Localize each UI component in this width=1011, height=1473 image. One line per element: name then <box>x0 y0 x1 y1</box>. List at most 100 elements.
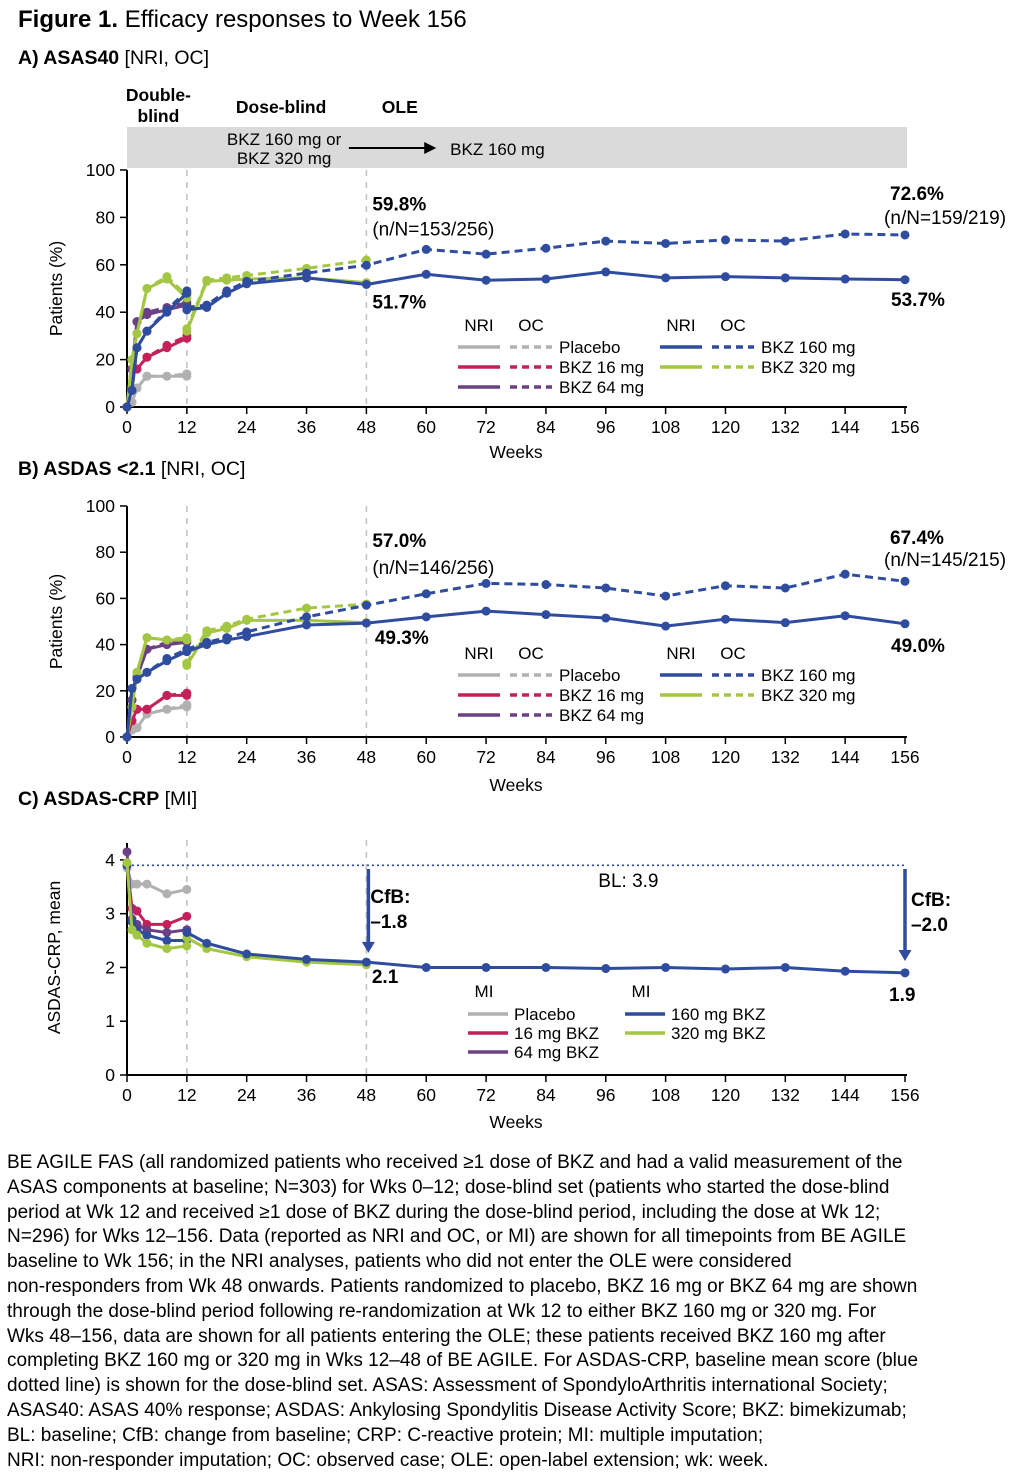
asas40-bkz160-nri-point <box>601 267 611 277</box>
y-tick-label: 4 <box>105 850 115 870</box>
asdascrp-placebo-mi-point <box>132 879 142 889</box>
asdas21-bkz160-oc-point <box>361 600 371 610</box>
asdascrp-bkz160-mi-point <box>840 966 850 976</box>
phase-label: blind <box>138 106 180 126</box>
asdas21-bkz160-initial-nri-point <box>132 674 142 684</box>
footnote-line: Wks 48–156, data are shown for all patie… <box>7 1325 886 1347</box>
x-tick-label: 0 <box>122 747 132 767</box>
footnote-line: BE AGILE FAS (all randomized patients wh… <box>7 1152 903 1173</box>
asdas21-bkz160-nri-point <box>202 640 212 650</box>
legend-label: BKZ 64 mg <box>559 378 644 397</box>
asdas21-y-axis-title: Patients (%) <box>46 574 66 669</box>
asdas21-bkz160-nri-point <box>601 613 611 623</box>
y-tick-label: 40 <box>96 635 116 655</box>
footnote-line: completing BKZ 160 mg or 320 mg in Wks 1… <box>7 1350 919 1372</box>
x-tick-label: 12 <box>177 747 196 767</box>
footnote-line: N=296) for Wks 12–156. Data (reported as… <box>7 1226 907 1248</box>
legend-label: 64 mg BKZ <box>514 1043 599 1062</box>
asdascrp-bkz160-mi-point <box>900 968 910 978</box>
asas40-bkz160-nri-point <box>481 275 491 285</box>
asdascrp-bkz320-initial-mi-point <box>182 941 192 951</box>
footnote-line: ASAS components at baseline; N=303) for … <box>7 1176 890 1198</box>
asdas21-bkz160-nri-point <box>720 614 730 624</box>
legend-label: BKZ 16 mg <box>559 358 644 377</box>
value-annotation: (n/N=146/256) <box>372 558 494 579</box>
panel-b-heading: B) ASDAS <2.1 [NRI, OC] <box>18 458 245 481</box>
x-tick-label: 84 <box>536 417 556 437</box>
asas40-bkz160-initial-nri-point <box>122 402 132 412</box>
asdascrp-placebo-mi-point <box>182 884 192 894</box>
legend-label: Placebo <box>559 338 620 357</box>
asas40-bkz320-initial-nri-point <box>142 284 152 293</box>
x-tick-label: 84 <box>536 1085 556 1105</box>
band-ole-dose-text: BKZ 160 mg <box>450 140 544 159</box>
footnote-line: BL: baseline; CfB: change from baseline;… <box>7 1424 764 1446</box>
asdas21-bkz160-nri-point <box>222 635 232 645</box>
x-tick-label: 36 <box>297 1085 316 1105</box>
asdascrp-bkz160-mi-point <box>202 938 212 948</box>
asas40-bkz160-oc-point <box>840 229 850 239</box>
legend-header: OC <box>518 316 544 335</box>
asdascrp-bkz16-mi-point <box>132 906 142 916</box>
asas40-bkz160-initial-nri-point <box>127 385 137 395</box>
legend-header: MI <box>475 982 494 1001</box>
asdas21-bkz160-nri-point <box>900 619 910 629</box>
cfb-arrowhead-icon <box>898 949 912 961</box>
x-tick-label: 96 <box>596 1085 615 1105</box>
panel-a-heading-bold: A) ASAS40 <box>18 47 120 69</box>
asdas21-bkz320-oc-line <box>185 602 367 664</box>
asas40-bkz64-nri-point <box>142 310 152 320</box>
asdas21-bkz160-nri-point <box>481 606 491 616</box>
y-tick-label: 60 <box>96 255 116 275</box>
asdas21-bkz160-oc-point <box>541 580 551 590</box>
x-tick-label: 72 <box>476 417 495 437</box>
asdas21-bkz160-oc-point <box>840 569 850 579</box>
asas40-bkz160-nri-point <box>302 273 312 283</box>
x-tick-label: 96 <box>596 747 615 767</box>
x-tick-label: 24 <box>237 417 257 437</box>
asdascrp-bkz160-mi-point <box>780 962 790 972</box>
asdas21-bkz320-nri-point <box>222 623 232 633</box>
asdas21-bkz160-nri-point <box>421 612 431 622</box>
panel-c-heading-rest: [MI] <box>159 788 198 810</box>
asas40-bkz160-oc-point <box>481 249 491 259</box>
legend-label: BKZ 160 mg <box>761 666 856 685</box>
asas40-y-axis-title: Patients (%) <box>46 241 66 336</box>
asdas21-bkz320-nri-point <box>202 628 212 638</box>
asas40-bkz160-oc-point <box>361 260 371 270</box>
value-annotation: (n/N=159/219) <box>884 208 1006 229</box>
x-tick-label: 48 <box>357 417 376 437</box>
value-annotation: CfB: <box>911 890 951 911</box>
x-tick-label: 156 <box>890 417 919 437</box>
x-tick-label: 12 <box>177 417 196 437</box>
x-tick-label: 60 <box>416 1085 436 1105</box>
asdascrp-bkz160-mi-point <box>242 949 252 959</box>
y-tick-label: 20 <box>96 681 116 701</box>
value-annotation: 2.1 <box>372 967 399 988</box>
y-tick-label: 1 <box>105 1011 115 1031</box>
x-tick-label: 60 <box>416 417 436 437</box>
phase-label: Dose-blind <box>236 97 326 117</box>
asdascrp-bkz320-initial-mi-point <box>162 944 172 954</box>
asdas21-bkz160-initial-nri-point <box>122 732 132 742</box>
asdas21-bkz320-nri-line <box>185 618 367 667</box>
asas40-x-axis-title: Weeks <box>489 442 542 462</box>
asas40-bkz320-oc-line <box>185 258 367 330</box>
x-tick-label: 36 <box>297 417 316 437</box>
asdascrp-bkz320-initial-mi-point <box>142 938 152 948</box>
asdascrp-bkz160-mi-point <box>361 957 371 967</box>
asas40-placebo-nri-point <box>162 371 172 381</box>
asas40-bkz160-nri-point <box>840 274 850 284</box>
y-tick-label: 0 <box>105 397 115 417</box>
asas40-bkz320-nri-point <box>202 276 212 286</box>
asdas21-bkz16-nri-point <box>162 690 172 700</box>
panel-b-heading-bold: B) ASDAS <2.1 <box>18 458 156 480</box>
y-tick-label: 80 <box>96 542 116 562</box>
value-annotation: BL: 3.9 <box>598 871 658 892</box>
x-tick-label: 0 <box>122 1085 132 1105</box>
asdas21-bkz320-initial-nri-point <box>142 633 152 643</box>
asdas21-bkz160-nri-point <box>361 618 371 628</box>
legend-label: BKZ 320 mg <box>761 686 856 705</box>
y-tick-label: 0 <box>105 1065 115 1085</box>
asas40-bkz160-oc-point <box>421 244 431 254</box>
